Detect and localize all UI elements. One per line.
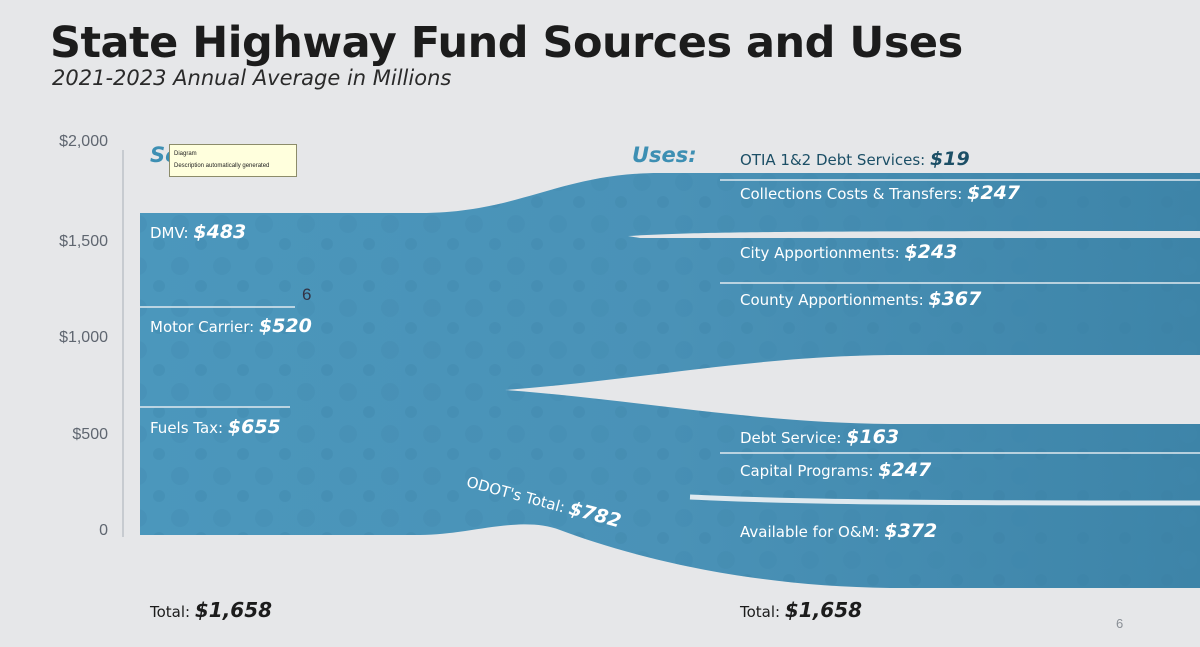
use-city: City Apportionments: $243 [740,241,958,263]
source-dmv: DMV: $483 [150,221,247,243]
uses-heading: Uses: [632,143,697,167]
use-available-om: Available for O&M: $372 [740,520,938,542]
y-tick-1500: $1,500 [59,233,108,250]
page-number: 6 [1116,616,1124,631]
use-collections: Collections Costs & Transfers: $247 [740,182,1021,204]
slide-number-badge: 6 [302,285,312,304]
y-tick-500: $500 [72,426,108,443]
source-fuels-tax: Fuels Tax: $655 [150,416,281,438]
slide-title: State Highway Fund Sources and Uses [50,18,963,68]
use-capital-programs: Capital Programs: $247 [740,459,932,481]
use-otia-debt: OTIA 1&2 Debt Services: $19 [740,148,970,170]
sources-total: Total: $1,658 [150,598,273,622]
alt-text-tooltip: Diagram Description automatically genera… [169,144,297,177]
y-tick-1000: $1,000 [59,329,108,346]
source-motor-carrier: Motor Carrier: $520 [150,315,312,337]
use-county: County Apportionments: $367 [740,288,982,310]
uses-total: Total: $1,658 [740,598,863,622]
use-debt-service: Debt Service: $163 [740,426,900,448]
y-tick-2000: $2,000 [59,133,108,150]
y-tick-0: 0 [99,522,108,539]
slide-subtitle: 2021-2023 Annual Average in Millions [52,66,452,90]
